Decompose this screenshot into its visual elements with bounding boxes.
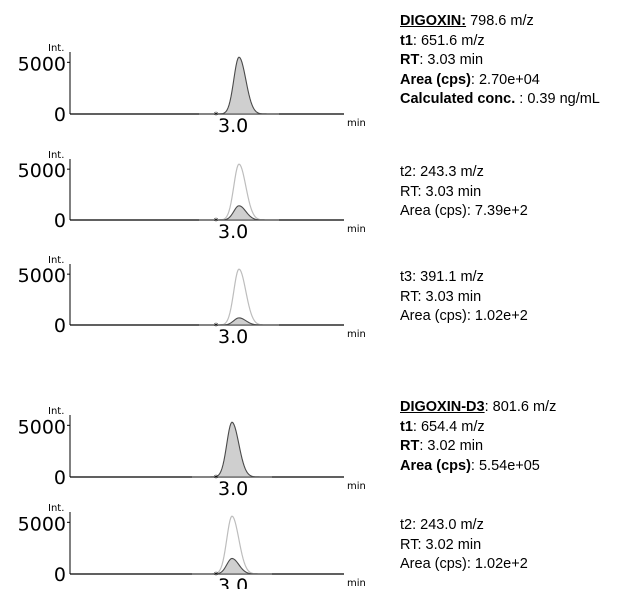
info-value: : 2.70e+04 — [470, 71, 540, 88]
y-tick-label: 5000 — [18, 513, 66, 535]
info-line: t3: 391.1 m/z — [400, 269, 484, 285]
info-line: t1: 654.4 m/z — [400, 418, 556, 438]
info-value: : 3.02 min — [419, 438, 484, 454]
info-line: t2: 243.0 m/z — [400, 517, 484, 533]
x-tick-marker: * — [214, 571, 219, 581]
compound-title: DIGOXIN: 798.6 m/z — [400, 12, 600, 32]
compound-mz: : 801.6 m/z — [484, 399, 557, 415]
info-value: : 0.39 ng/mL — [515, 91, 600, 107]
info-line: Area (cps): 7.39e+2 — [400, 203, 528, 219]
info-value: : 654.4 m/z — [412, 418, 485, 435]
x-tick-label: 3.0 — [218, 326, 248, 348]
y-tick-label: 5000 — [18, 416, 66, 438]
peak-trace-t1 — [192, 421, 272, 478]
info-line: Area (cps): 2.70e+04 — [400, 71, 600, 91]
compound-name: DIGOXIN-D3 — [400, 399, 485, 415]
y-tick-label: 0 — [54, 564, 66, 586]
info-panel-digoxin: DIGOXIN: 798.6 m/z t1: 651.6 m/z RT: 3.0… — [400, 12, 600, 110]
x-tick-label: 3.0 — [218, 575, 248, 589]
y-tick-label: 0 — [54, 104, 66, 126]
x-unit-label: min — [347, 224, 366, 235]
info-line: RT: 3.02 min — [400, 437, 556, 457]
y-tick-label: 0 — [54, 315, 66, 337]
compound-title: DIGOXIN-D3: 801.6 m/z — [400, 398, 556, 418]
x-tick-marker: * — [214, 111, 219, 121]
y-tick-label: 5000 — [18, 160, 66, 182]
info-line: Area (cps): 1.02e+2 — [400, 556, 528, 572]
info-line: RT: 3.03 min — [400, 183, 482, 200]
y-axis-label: Int. — [48, 503, 64, 514]
info-key: RT — [400, 52, 420, 68]
info-key: Area (cps) — [400, 457, 471, 474]
x-tick-label: 3.0 — [218, 221, 248, 243]
y-axis-label: Int. — [48, 406, 64, 417]
info-key: t1 — [400, 32, 413, 49]
info-line: t1: 651.6 m/z — [400, 32, 600, 52]
peak-trace-t2 — [199, 205, 279, 221]
y-tick-label: 5000 — [18, 53, 66, 75]
info-panel-t2: t2: 243.3 m/z RT: 3.03 min Area (cps): 7… — [400, 163, 528, 222]
x-tick-marker: * — [214, 474, 219, 484]
peak-trace-t1 — [199, 268, 279, 326]
info-value: : 3.03 min — [419, 52, 484, 68]
info-line: RT: 3.03 min — [400, 51, 600, 71]
info-line: Area (cps): 1.02e+2 — [400, 308, 528, 324]
x-unit-label: min — [347, 118, 366, 129]
info-value: : 651.6 m/z — [412, 32, 485, 49]
info-value: : 5.54e+05 — [470, 457, 540, 474]
peak-trace-t3 — [199, 317, 279, 326]
y-axis-label: Int. — [48, 43, 64, 54]
info-line: RT: 3.03 min — [400, 288, 482, 305]
info-line: RT: 3.02 min — [400, 536, 482, 553]
y-axis-label: Int. — [48, 150, 64, 161]
compound-mz: 798.6 m/z — [466, 13, 534, 29]
y-tick-label: 0 — [54, 210, 66, 232]
x-tick-label: 3.0 — [218, 115, 248, 137]
info-panel-digoxin-d3: DIGOXIN-D3: 801.6 m/z t1: 654.4 m/z RT: … — [400, 398, 556, 476]
peak-trace-t2 — [192, 557, 272, 575]
x-unit-label: min — [347, 481, 366, 492]
y-tick-label: 5000 — [18, 265, 66, 287]
info-panel-d3-t2: t2: 243.0 m/z RT: 3.02 min Area (cps): 1… — [400, 516, 528, 575]
x-tick-label: 3.0 — [218, 478, 248, 500]
info-key: RT — [400, 438, 420, 454]
y-axis-label: Int. — [48, 255, 64, 266]
info-key: Area (cps) — [400, 71, 471, 88]
info-line: Area (cps): 5.54e+05 — [400, 457, 556, 477]
info-key: Calculated conc. — [400, 91, 516, 107]
info-line: Calculated conc. : 0.39 ng/mL — [400, 90, 600, 110]
peak-trace-t1 — [199, 56, 279, 115]
x-tick-marker: * — [214, 217, 219, 227]
y-tick-label: 0 — [54, 467, 66, 489]
x-tick-marker: * — [214, 322, 219, 332]
compound-name: DIGOXIN: — [400, 13, 467, 29]
info-key: t1 — [400, 418, 413, 435]
x-unit-label: min — [347, 578, 366, 589]
x-unit-label: min — [347, 329, 366, 340]
info-line: t2: 243.3 m/z — [400, 164, 484, 180]
info-panel-t3: t3: 391.1 m/z RT: 3.03 min Area (cps): 1… — [400, 268, 528, 327]
